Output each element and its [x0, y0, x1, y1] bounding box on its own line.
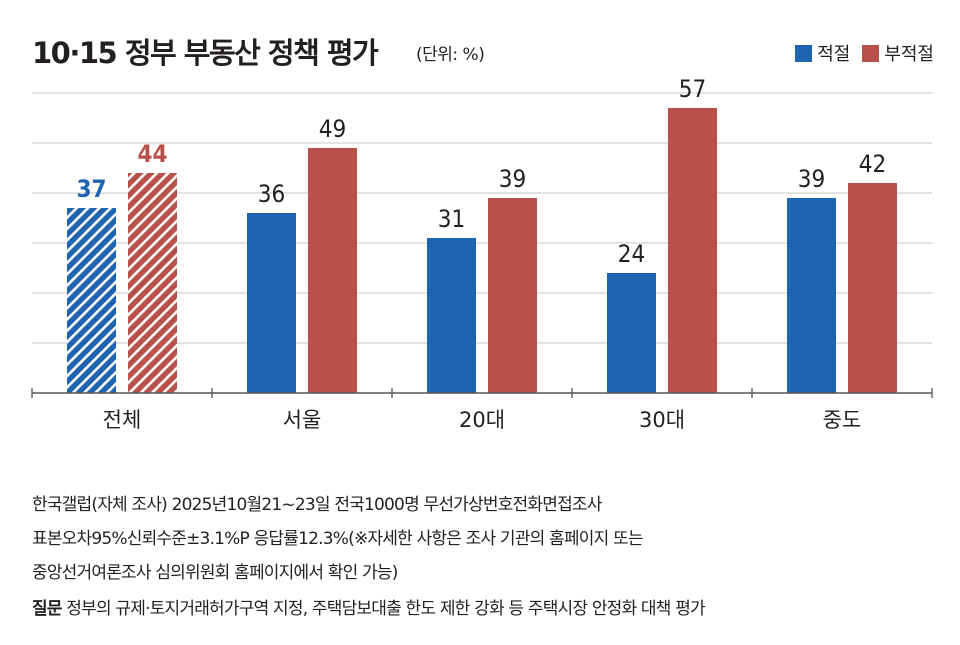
data-label: 31 [438, 205, 465, 233]
bar-inappropriate [668, 108, 717, 393]
x-tick-label: 중도 [823, 408, 862, 432]
legend-item-appropriate: 적절 [795, 40, 850, 66]
bar-inappropriate [128, 173, 177, 393]
footnote-margin: 표본오차95%신뢰수준±3.1%P 응답률12.3%(※자세한 사항은 조사 기… [32, 529, 644, 549]
footnote-survey: 한국갤럽(자체 조사) 2025년10월21~23일 전국1000명 무선가상번… [32, 495, 602, 515]
bar-appropriate [247, 213, 296, 393]
data-label: 39 [499, 165, 526, 193]
bar-inappropriate [848, 183, 897, 393]
data-label: 37 [76, 175, 106, 203]
legend-swatch-appropriate [795, 44, 813, 62]
x-tick-label: 서울 [283, 408, 322, 432]
legend-label-inappropriate: 부적절 [884, 44, 934, 65]
x-tick-label: 30대 [639, 408, 685, 432]
question-text: 정부의 규제·토지거래허가구역 지정, 주택담보대출 한도 제한 강화 등 주택… [61, 599, 705, 619]
bar-inappropriate [308, 148, 357, 393]
bar-chart: 37 44 전체 36 49 서울 31 39 20대 24 57 30대 39 42 중도 [31, 75, 933, 432]
bar-appropriate [427, 238, 476, 393]
footnote-reference: 중앙선거여론조사 심의위원회 홈페이지에서 확인 가능) [32, 563, 398, 583]
question-label: 질문 [32, 599, 62, 619]
legend-item-inappropriate: 부적절 [862, 40, 934, 66]
legend-swatch-inappropriate [862, 44, 880, 62]
footnote-question: 질문 정부의 규제·토지거래허가구역 지정, 주택담보대출 한도 제한 강화 등… [32, 594, 706, 619]
bar-inappropriate [488, 198, 537, 393]
x-tick-label: 전체 [103, 408, 142, 432]
chart-title: 10·15 정부 부동산 정책 평가 [32, 36, 379, 70]
bar-appropriate [607, 273, 656, 393]
data-label: 24 [618, 240, 645, 268]
data-label: 57 [679, 75, 706, 103]
bar-appropriate [67, 208, 116, 393]
data-label: 44 [137, 140, 167, 168]
data-label: 49 [319, 115, 346, 143]
data-label: 39 [798, 165, 825, 193]
legend: 적절 부적절 [783, 40, 934, 66]
data-label: 42 [859, 150, 886, 178]
x-tick-label: 20대 [459, 408, 505, 432]
unit-label: (단위: %) [416, 45, 485, 65]
legend-label-appropriate: 적절 [817, 44, 851, 65]
data-label: 36 [258, 180, 285, 208]
bar-appropriate [787, 198, 836, 393]
